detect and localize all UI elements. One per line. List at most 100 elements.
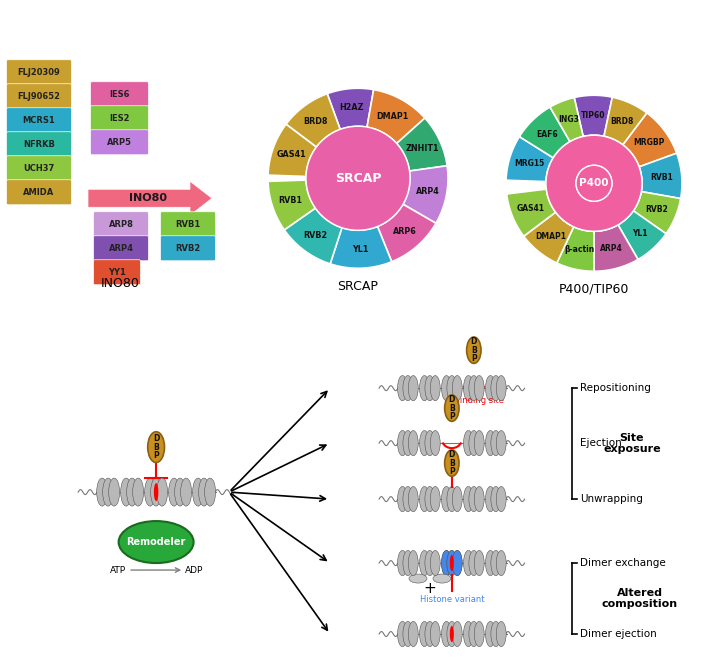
FancyBboxPatch shape xyxy=(6,132,72,157)
Ellipse shape xyxy=(148,432,164,462)
Ellipse shape xyxy=(403,376,413,401)
Text: ARP4: ARP4 xyxy=(600,244,623,253)
Ellipse shape xyxy=(496,550,506,576)
Text: UCH37: UCH37 xyxy=(23,164,55,173)
Text: β-actin: β-actin xyxy=(564,245,595,254)
FancyBboxPatch shape xyxy=(91,82,149,107)
Ellipse shape xyxy=(420,486,430,512)
Polygon shape xyxy=(403,165,448,223)
Ellipse shape xyxy=(474,486,484,512)
Ellipse shape xyxy=(175,478,185,506)
Ellipse shape xyxy=(151,478,161,506)
Ellipse shape xyxy=(445,395,459,422)
Ellipse shape xyxy=(425,550,435,576)
Ellipse shape xyxy=(486,376,496,401)
Text: ZNHIT1: ZNHIT1 xyxy=(406,144,439,153)
Ellipse shape xyxy=(193,478,204,506)
Polygon shape xyxy=(618,211,666,259)
Ellipse shape xyxy=(430,622,440,646)
Ellipse shape xyxy=(409,574,427,583)
Text: INO80: INO80 xyxy=(101,277,139,289)
Ellipse shape xyxy=(486,550,496,576)
Text: RVB1: RVB1 xyxy=(279,196,302,205)
Text: NFRKB: NFRKB xyxy=(23,140,55,149)
Ellipse shape xyxy=(397,486,407,512)
Text: RVB2: RVB2 xyxy=(646,205,668,214)
Ellipse shape xyxy=(491,376,501,401)
FancyBboxPatch shape xyxy=(161,235,215,261)
FancyBboxPatch shape xyxy=(6,156,72,181)
Text: D
B
P: D B P xyxy=(471,337,477,364)
Text: ING3: ING3 xyxy=(559,115,580,125)
Text: RVB2: RVB2 xyxy=(176,243,200,253)
Ellipse shape xyxy=(464,550,474,576)
Text: ARP4: ARP4 xyxy=(416,187,440,196)
FancyBboxPatch shape xyxy=(6,84,72,109)
Text: MRG15: MRG15 xyxy=(514,159,544,168)
Ellipse shape xyxy=(198,478,210,506)
Polygon shape xyxy=(88,181,212,215)
Text: ARP4: ARP4 xyxy=(108,243,134,253)
Text: INO80: INO80 xyxy=(129,193,167,203)
Polygon shape xyxy=(639,153,682,199)
Ellipse shape xyxy=(464,376,474,401)
Ellipse shape xyxy=(452,486,462,512)
Text: ARP6: ARP6 xyxy=(393,227,416,236)
Polygon shape xyxy=(550,97,583,141)
Text: ARP8: ARP8 xyxy=(108,219,133,229)
Text: BRD8: BRD8 xyxy=(304,117,328,125)
Text: Altered
composition: Altered composition xyxy=(602,588,678,610)
Text: RVB1: RVB1 xyxy=(176,219,200,229)
Ellipse shape xyxy=(403,550,413,576)
Ellipse shape xyxy=(420,430,430,456)
Text: GAS41: GAS41 xyxy=(517,204,545,213)
Ellipse shape xyxy=(474,376,484,401)
Ellipse shape xyxy=(403,622,413,646)
Text: MRGBP: MRGBP xyxy=(633,138,664,147)
Text: Histone variant: Histone variant xyxy=(420,595,484,604)
Ellipse shape xyxy=(397,376,407,401)
Polygon shape xyxy=(285,208,342,264)
Ellipse shape xyxy=(474,430,484,456)
Ellipse shape xyxy=(425,430,435,456)
Ellipse shape xyxy=(442,550,452,576)
Text: TIP60: TIP60 xyxy=(581,111,605,120)
Ellipse shape xyxy=(447,486,457,512)
Text: Binding site: Binding site xyxy=(454,396,504,405)
Ellipse shape xyxy=(464,430,474,456)
Ellipse shape xyxy=(430,430,440,456)
Ellipse shape xyxy=(452,550,462,576)
Ellipse shape xyxy=(97,478,108,506)
Ellipse shape xyxy=(486,622,496,646)
Polygon shape xyxy=(396,118,447,171)
Ellipse shape xyxy=(469,430,479,456)
Text: Repositioning: Repositioning xyxy=(580,383,651,393)
Circle shape xyxy=(306,126,410,230)
Ellipse shape xyxy=(450,555,454,571)
Ellipse shape xyxy=(447,550,457,576)
Text: Dimer exchange: Dimer exchange xyxy=(580,558,666,568)
Polygon shape xyxy=(604,97,647,145)
Text: P400/TIP60: P400/TIP60 xyxy=(559,283,629,295)
Ellipse shape xyxy=(469,376,479,401)
Ellipse shape xyxy=(491,430,501,456)
Text: YY1: YY1 xyxy=(108,267,126,277)
Text: BRD8: BRD8 xyxy=(610,117,634,126)
Ellipse shape xyxy=(496,486,506,512)
FancyBboxPatch shape xyxy=(91,106,149,131)
Polygon shape xyxy=(268,124,316,177)
Text: +: + xyxy=(423,581,436,596)
Ellipse shape xyxy=(103,478,114,506)
Ellipse shape xyxy=(108,478,120,506)
Text: ADP: ADP xyxy=(185,566,203,574)
Ellipse shape xyxy=(486,486,496,512)
Text: Dimer ejection: Dimer ejection xyxy=(580,629,656,639)
Text: IES6: IES6 xyxy=(109,90,130,99)
FancyBboxPatch shape xyxy=(6,60,72,85)
Ellipse shape xyxy=(144,478,156,506)
Text: Ejection: Ejection xyxy=(580,438,622,448)
Text: P400: P400 xyxy=(576,177,612,189)
Ellipse shape xyxy=(409,550,418,576)
Ellipse shape xyxy=(430,550,440,576)
Ellipse shape xyxy=(486,430,496,456)
